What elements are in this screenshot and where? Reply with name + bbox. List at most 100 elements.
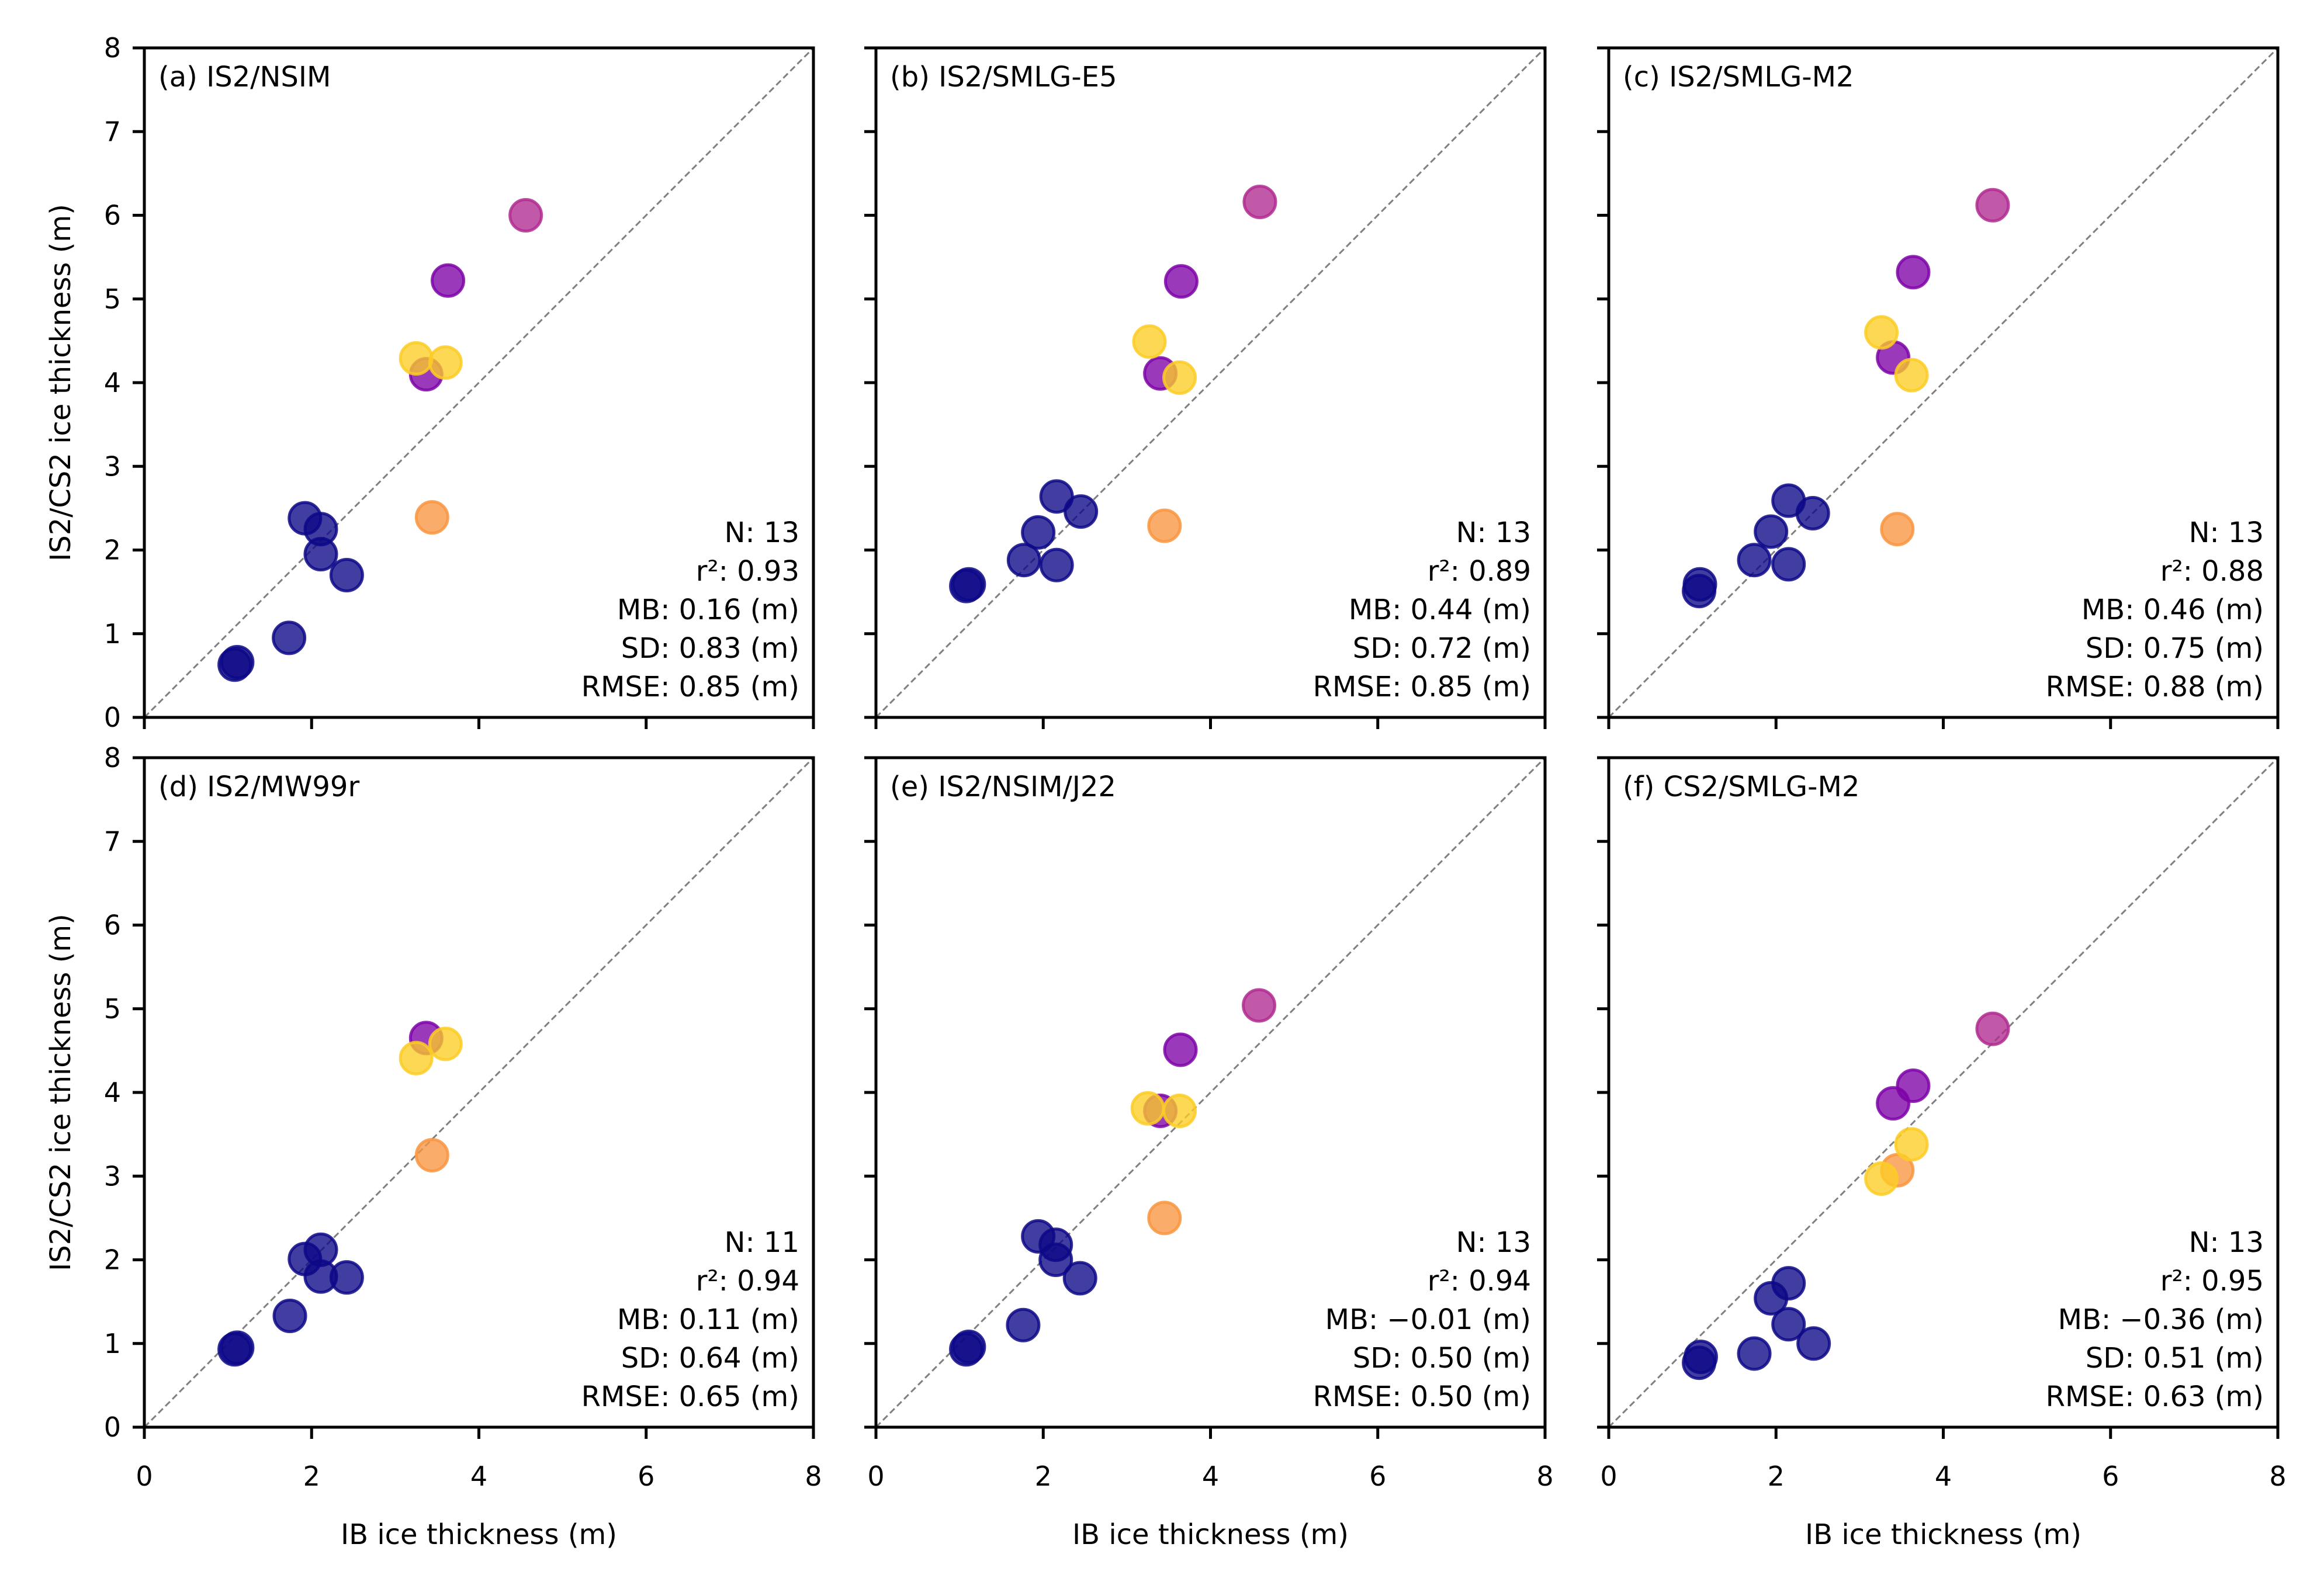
- stat-line: SD: 0.50 (m): [1353, 1342, 1531, 1375]
- panel-b: (b) IS2/SMLG-E5 N: 13 r²: 0.89 MB: 0.44 (m)…: [864, 46, 1547, 729]
- data-point: [1880, 512, 1915, 547]
- y-tick-label: 5: [104, 283, 121, 315]
- data-point: [1771, 1266, 1806, 1301]
- x-tick-label: 0: [136, 1460, 153, 1492]
- stat-line: MB: 0.44 (m): [1349, 594, 1531, 626]
- one-to-one-line: [875, 47, 1546, 719]
- data-point: [414, 1137, 449, 1172]
- panel-title: (a) IS2/NSIM: [158, 61, 331, 93]
- stat-line: r²: 0.94: [1428, 1265, 1531, 1297]
- x-tick-label: 8: [1536, 1460, 1553, 1492]
- data-point: [1064, 494, 1099, 529]
- x-tick-label: 6: [638, 1460, 654, 1492]
- y-tick-label: 6: [104, 910, 121, 941]
- data-point: [1896, 1068, 1931, 1104]
- data-point: [1796, 1326, 1831, 1361]
- stat-line: r²: 0.93: [696, 555, 799, 588]
- x-tick-label: 2: [303, 1460, 320, 1492]
- data-point: [1771, 547, 1806, 582]
- data-point: [1795, 495, 1830, 530]
- x-tick-label: 0: [867, 1460, 884, 1492]
- panel-e: 0 2 4 6 8 (e) IS2/NSIM/J22 N: 13 r²: 0.94 MB: −0…: [864, 756, 1554, 1551]
- stat-line: r²: 0.95: [2160, 1265, 2264, 1297]
- x-tick-label: 2: [1035, 1460, 1052, 1492]
- data-point: [1163, 264, 1199, 299]
- stat-line: MB: 0.16 (m): [617, 594, 799, 626]
- x-tick-label: 8: [2269, 1460, 2286, 1492]
- data-point: [1039, 479, 1074, 514]
- stat-line: r²: 0.89: [1428, 555, 1531, 588]
- data-point: [1737, 543, 1772, 578]
- data-point: [220, 1330, 255, 1365]
- panel-title: (e) IS2/NSIM/J22: [890, 771, 1116, 803]
- data-point: [508, 198, 543, 233]
- data-point: [1039, 547, 1074, 582]
- data-point: [1130, 1091, 1165, 1126]
- stat-line: RMSE: 0.85 (m): [1313, 671, 1531, 703]
- stat-line: RMSE: 0.65 (m): [581, 1380, 799, 1413]
- data-point: [1021, 515, 1056, 550]
- data-point: [1147, 1201, 1182, 1236]
- panel-title: (f) CS2/SMLG-M2: [1623, 771, 1859, 803]
- data-point: [1771, 1307, 1806, 1342]
- x-tick-label: 6: [1369, 1460, 1386, 1492]
- data-point: [1006, 1307, 1041, 1342]
- stat-line: N: 13: [2189, 516, 2264, 549]
- y-axis-title: IS2/CS2 ice thickness (m): [44, 914, 77, 1271]
- data-point: [220, 644, 255, 679]
- panels-group: 0 1 2 3 4 5 6 7 8 (a) IS2/NSIM N: 13 r²: 0.93 MB: 0.…: [44, 32, 2287, 1551]
- data-point: [951, 1329, 986, 1364]
- one-to-one-line: [1608, 757, 2279, 1428]
- data-point: [428, 1026, 463, 1061]
- data-point: [1132, 324, 1167, 359]
- y-tick-label: 5: [104, 993, 121, 1025]
- y-tick-label: 2: [104, 1244, 121, 1276]
- stat-line: r²: 0.94: [696, 1265, 799, 1297]
- one-to-one-line: [143, 47, 815, 719]
- data-point: [1896, 255, 1931, 290]
- y-tick-label: 7: [104, 825, 121, 857]
- data-point: [1006, 543, 1041, 578]
- y-tick-label: 7: [104, 116, 121, 147]
- stat-line: N: 13: [2189, 1226, 2264, 1259]
- panel-title: (d) IS2/MW99r: [158, 771, 359, 803]
- y-tick-label: 1: [104, 618, 121, 650]
- x-tick-label: 8: [805, 1460, 822, 1492]
- stat-line: MB: −0.01 (m): [1325, 1303, 1531, 1336]
- data-point: [414, 500, 449, 535]
- data-point: [1754, 514, 1789, 549]
- data-point: [1682, 1345, 1717, 1380]
- data-point: [399, 1040, 434, 1076]
- data-point: [1894, 358, 1929, 393]
- data-point: [1682, 574, 1717, 609]
- data-point: [1975, 188, 2010, 223]
- panel-title: (b) IS2/SMLG-E5: [890, 61, 1117, 93]
- panel-a: 0 1 2 3 4 5 6 7 8 (a) IS2/NSIM N: 13 r²: 0.93 MB: 0.…: [44, 32, 815, 733]
- data-point: [1242, 988, 1277, 1023]
- data-point: [1242, 185, 1277, 220]
- stat-line: MB: 0.46 (m): [2081, 594, 2264, 626]
- x-tick-label: 2: [1768, 1460, 1785, 1492]
- data-point: [303, 537, 338, 572]
- x-tick-label: 4: [1935, 1460, 1952, 1492]
- stat-line: RMSE: 0.63 (m): [2046, 1380, 2264, 1413]
- stat-line: SD: 0.75 (m): [2086, 632, 2264, 665]
- data-point: [428, 345, 463, 380]
- data-point: [272, 1298, 307, 1333]
- stat-line: N: 13: [725, 516, 799, 549]
- data-point: [1162, 360, 1197, 395]
- data-point: [1162, 1094, 1197, 1129]
- data-point: [431, 263, 466, 298]
- panel-f: 0 2 4 6 8 (f) CS2/SMLG-M2 N: 13 r²: 0.95 MB: −0.…: [1597, 756, 2287, 1551]
- y-tick-label: 0: [104, 702, 121, 733]
- data-point: [1737, 1336, 1772, 1371]
- y-tick-label: 3: [104, 450, 121, 482]
- stat-line: SD: 0.51 (m): [2086, 1342, 2264, 1375]
- one-to-one-line: [143, 757, 815, 1428]
- stat-line: SD: 0.72 (m): [1353, 632, 1531, 665]
- stat-line: N: 13: [1456, 1226, 1531, 1259]
- y-tick-label: 4: [104, 367, 121, 398]
- data-point: [329, 557, 364, 592]
